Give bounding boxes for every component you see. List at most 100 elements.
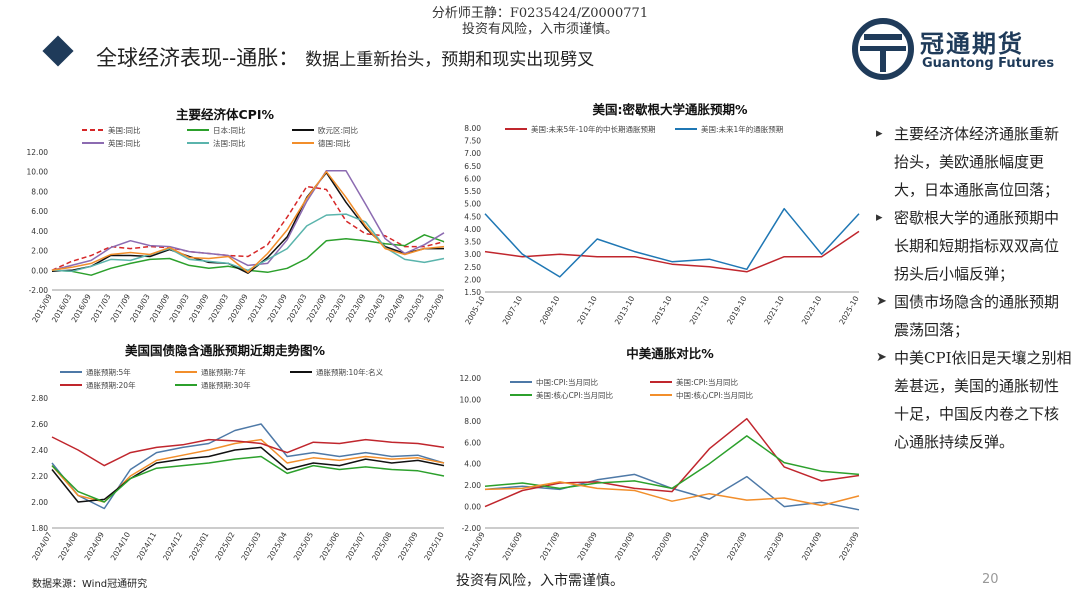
series-line: [51, 455, 445, 503]
x-tick-label: 2021/09: [688, 530, 711, 562]
slide-title-main: 全球经济表现--通胀：: [96, 46, 300, 70]
series-line: [51, 171, 444, 274]
y-tick-label: -2.00: [462, 524, 482, 533]
y-tick-label: 4.50: [464, 212, 481, 221]
bullet-icon: ▸: [876, 126, 883, 141]
x-tick-label: 2017/09: [538, 530, 561, 562]
bullet-icon: ▸: [876, 210, 883, 225]
legend-label: 美国:未来5年-10年的中长期通胀预期: [531, 124, 656, 134]
x-tick-label: 2024/08: [56, 530, 79, 562]
legend-label: 通胀预期:10年:名义: [316, 367, 384, 377]
x-tick-label: 2025/09: [396, 530, 419, 562]
x-tick-label: 2013-10: [613, 294, 637, 326]
chart-title-3: 美国国债隐含通胀预期近期走势图%: [124, 343, 326, 358]
x-tick-label: 2025/04: [266, 530, 289, 562]
y-tick-label: 0.00: [464, 503, 481, 512]
page-number: 20: [982, 572, 999, 587]
legend-label: 中国:CPI:当月同比: [536, 377, 599, 387]
y-tick-label: 6.00: [464, 174, 481, 183]
y-tick-label: 2.00: [31, 247, 48, 256]
x-tick-label: 2025/01: [187, 530, 210, 562]
y-tick-label: 6.00: [464, 438, 481, 447]
x-tick-label: 2019/09: [613, 530, 636, 562]
x-tick-label: 2016/09: [501, 530, 524, 562]
x-tick-label: 2025/10: [422, 530, 445, 562]
y-tick-label: 2.40: [31, 446, 48, 455]
bullet-icon: ➤: [876, 294, 887, 309]
series-line: [51, 436, 445, 467]
legend-label: 德国:同比: [318, 138, 351, 148]
side-note-1: ▸ 密歇根大学的通胀预期中长期和短期指标双双高位拐头后小幅反弹；: [872, 204, 1072, 288]
x-tick-label: 2005-10: [463, 294, 487, 326]
legend-label: 中国:核心CPI:当月同比: [676, 390, 754, 400]
y-tick-label: 6.00: [31, 207, 48, 216]
bullet-icon: ➤: [876, 350, 887, 365]
analyst-line: 分析师王静：F0235424/Z0000771: [431, 6, 649, 21]
series-line: [484, 481, 860, 507]
analyst-info: 分析师王静：F0235424/Z0000771 投资有风险，入市须谨慎。: [0, 6, 1080, 38]
chart-major-economies-cpi: -2.000.002.004.006.008.0010.0012.002015/…: [27, 125, 446, 324]
side-note-text: 国债市场隐含的通胀预期震荡回落；: [894, 293, 1060, 339]
legend-label: 英国:同比: [108, 138, 141, 148]
x-tick-label: 2024/11: [135, 530, 158, 562]
side-note-text: 中美CPI依旧是天壤之别相差甚远，美国的通胀韧性十足，中国反内卷之下核心通胀持续…: [894, 349, 1072, 451]
y-tick-label: 3.50: [464, 238, 481, 247]
x-tick-label: 2024/12: [161, 530, 184, 562]
chart-title-1: 主要经济体CPI%: [175, 107, 274, 122]
y-tick-label: 2.80: [31, 394, 48, 403]
x-tick-label: 2011-10: [575, 294, 599, 326]
side-note-text: 密歇根大学的通胀预期中长期和短期指标双双高位拐头后小幅反弹；: [894, 209, 1060, 283]
y-tick-label: 2.00: [464, 481, 481, 490]
x-tick-label: 2025/09: [837, 530, 860, 562]
legend-label: 通胀预期:30年: [201, 380, 251, 390]
legend-label: 通胀预期:5年: [86, 367, 131, 377]
chart-michigan-inflation-expectations: 1.50 2.00 2.50 3.00 3.50 4.00 4.50 5.00 5.50 6.00…: [463, 124, 861, 326]
risk-line: 投资有风险，入市须谨慎。: [461, 22, 618, 37]
chart-china-us-inflation: -2.00 0.00 2.00 4.00 6.00 8.00 10.00 12.00 2015/…: [460, 374, 861, 562]
logo-en: Guantong Futures: [922, 56, 1055, 71]
legend-label: 美国:未来1年的通胀预期: [701, 124, 783, 134]
x-tick-label: 2019-10: [725, 294, 749, 326]
y-tick-label: 6.50: [464, 162, 481, 171]
y-tick-label: 2.20: [31, 472, 48, 481]
y-tick-label: 12.00: [27, 148, 49, 157]
x-tick-label: 2025/08: [370, 530, 393, 562]
data-source: 数据来源：Wind冠通研究: [32, 579, 148, 590]
slide-subtitle: 数据上重新抬头，预期和现实出现劈叉: [305, 50, 595, 70]
x-tick-label: 2022/09: [725, 530, 748, 562]
y-tick-label: 4.00: [464, 460, 481, 469]
y-tick-label: 2.60: [31, 420, 48, 429]
y-tick-label: 0.00: [31, 266, 48, 275]
x-tick-label: 2023/09: [763, 530, 786, 562]
y-tick-label: 8.00: [31, 187, 48, 196]
y-tick-label: 5.00: [464, 200, 481, 209]
y-tick-label: 5.50: [464, 187, 481, 196]
series-line: [51, 185, 445, 271]
y-tick-label: 7.00: [464, 149, 481, 158]
y-tick-label: 4.00: [464, 225, 481, 234]
y-tick-label: 8.00: [464, 417, 481, 426]
legend-label: 美国:核心CPI:当月同比: [536, 390, 614, 400]
legend-label: 日本:同比: [213, 125, 246, 135]
y-tick-label: 2.00: [464, 275, 481, 284]
x-tick-label: 2025-10: [837, 294, 861, 326]
y-tick-label: 10.00: [27, 168, 49, 177]
side-note-0: ▸ 主要经济体经济通胀重新抬头，美欧通胀幅度更大，日本通胀高位回落；: [872, 120, 1072, 204]
y-tick-label: 4.00: [31, 227, 48, 236]
x-tick-label: 2024/09: [83, 530, 106, 562]
legend-label: 美国:CPI:当月同比: [676, 377, 739, 387]
x-tick-label: 2024/07: [30, 530, 53, 562]
legend-label: 美国:同比: [108, 125, 141, 135]
x-tick-label: 2009-10: [538, 294, 562, 326]
x-tick-label: 2018/09: [576, 530, 599, 562]
x-tick-label: 2015/09: [463, 530, 486, 562]
series-line: [51, 170, 445, 274]
x-tick-label: 2025/02: [213, 530, 236, 562]
x-tick-label: 2024/10: [109, 530, 132, 562]
y-tick-label: 1.50: [464, 288, 481, 297]
y-tick-label: 7.50: [464, 137, 481, 146]
footer-risk: 投资有风险，入市需谨慎。: [456, 573, 624, 589]
x-tick-label: 2025/07: [344, 530, 367, 562]
x-tick-label: 2015-10: [650, 294, 674, 326]
